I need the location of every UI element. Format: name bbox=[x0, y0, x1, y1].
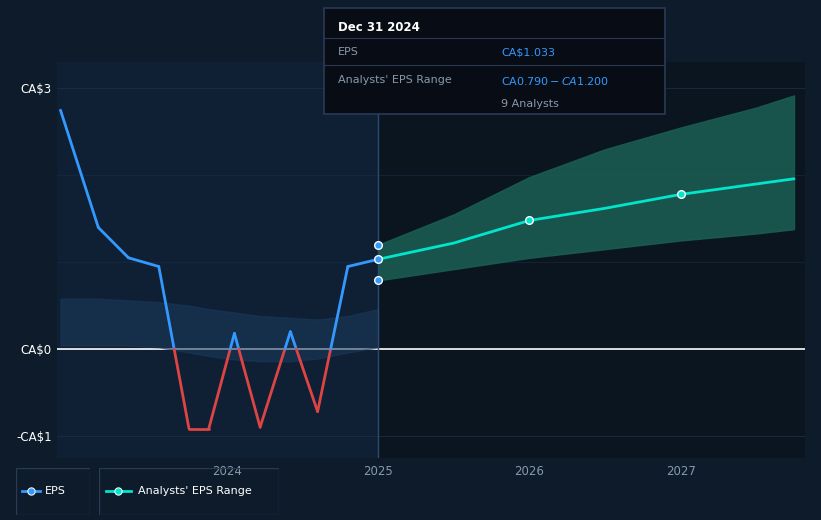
Text: Actual: Actual bbox=[337, 78, 372, 88]
Text: Analysts' EPS Range: Analysts' EPS Range bbox=[338, 75, 452, 85]
Text: Dec 31 2024: Dec 31 2024 bbox=[338, 21, 420, 34]
Text: EPS: EPS bbox=[44, 486, 66, 497]
Bar bbox=[378, 62, 805, 458]
Text: CA$0.790 - CA$1.200: CA$0.790 - CA$1.200 bbox=[502, 75, 609, 87]
Text: Analysts Forecasts: Analysts Forecasts bbox=[384, 78, 488, 88]
Text: 9 Analysts: 9 Analysts bbox=[502, 99, 559, 110]
Text: EPS: EPS bbox=[338, 47, 359, 57]
Bar bbox=[57, 62, 378, 458]
Text: Analysts' EPS Range: Analysts' EPS Range bbox=[138, 486, 252, 497]
Text: CA$1.033: CA$1.033 bbox=[502, 47, 556, 57]
